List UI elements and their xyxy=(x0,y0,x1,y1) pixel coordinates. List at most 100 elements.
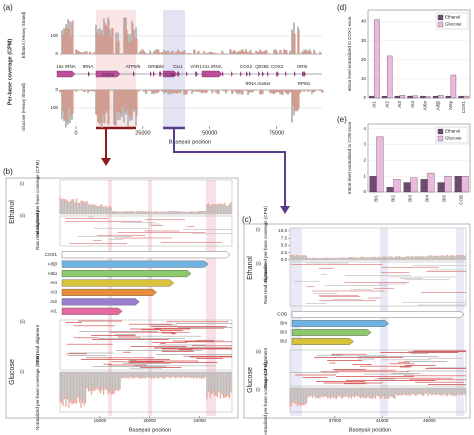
gene-tick xyxy=(222,71,224,77)
legend-swatch xyxy=(437,21,444,28)
bar xyxy=(369,95,375,99)
bar xyxy=(410,177,418,193)
panel-frame xyxy=(5,177,239,419)
bar xyxy=(427,172,435,193)
sub-label: (i) xyxy=(20,181,24,186)
gene-tick xyxy=(186,71,188,77)
bar xyxy=(369,176,377,193)
y-tick-label: 2.5 xyxy=(281,250,288,255)
bar xyxy=(393,179,401,193)
sub-label: (i) xyxy=(256,387,260,392)
gene-label: ORI2 xyxy=(148,64,159,69)
legend-label: Glucose xyxy=(445,22,462,27)
bar xyxy=(437,182,445,193)
bar xyxy=(374,19,380,99)
x-tick-label: BI5 xyxy=(442,195,447,202)
y-tick-label: 20 xyxy=(361,57,367,62)
x-tick-label: 24000 xyxy=(193,418,206,423)
gene-tick xyxy=(133,71,135,77)
strand-label: Glucose (Heavy Strand) xyxy=(21,82,26,131)
x-tick-label: AI5β xyxy=(435,101,440,111)
y-tick-label: 100 xyxy=(50,105,58,110)
gene-model xyxy=(291,329,372,336)
gene-label: Q0255 xyxy=(255,64,269,69)
coverage xyxy=(59,372,232,404)
coverage xyxy=(289,388,467,407)
strand-label: Ethanol (Heavy Strand) xyxy=(21,11,26,58)
plot-frame xyxy=(289,261,467,307)
gene-tick xyxy=(159,71,161,77)
sub-label: (i) xyxy=(256,227,260,232)
x-label: Basepair position xyxy=(349,427,391,433)
gene-tick xyxy=(303,71,305,77)
gene-tick xyxy=(262,71,264,77)
gene-label: tRNA xyxy=(83,64,94,69)
bar xyxy=(420,95,426,99)
legend-label: Glucose xyxy=(445,136,462,141)
x-tick-label: 16000 xyxy=(94,418,107,423)
gene-tick xyxy=(168,71,170,77)
x-tick-label: 0 xyxy=(75,130,78,136)
y-tick-label: 5.0 xyxy=(281,243,288,248)
y-tick-label: 7.5 xyxy=(281,235,288,240)
gene-tick xyxy=(258,71,260,77)
x-label: Basepair position xyxy=(169,139,211,145)
gene-label: COB xyxy=(165,72,175,77)
gene-row-label: AI5α xyxy=(48,271,58,276)
legend-frame xyxy=(435,126,469,144)
sub-label: (ii) xyxy=(256,261,261,266)
gene-model xyxy=(291,338,354,345)
gene-tick xyxy=(285,71,287,77)
condition: Glucose xyxy=(247,367,254,393)
x-tick-label: 41000 xyxy=(376,418,389,423)
sub-label: (ii) xyxy=(20,319,25,324)
gene-model xyxy=(291,320,390,327)
highlight xyxy=(108,180,112,416)
panel-label: (c) xyxy=(242,215,252,224)
gene-row-label: AI2 xyxy=(50,299,57,304)
x-tick-label: AI5γ xyxy=(448,100,453,110)
legend-swatch xyxy=(437,14,444,21)
y-tick-label: 40 xyxy=(361,19,367,24)
panel-label: (d) xyxy=(337,3,347,12)
x-tick-label: AI1 xyxy=(372,101,377,108)
x-tick-label: 75000 xyxy=(269,130,284,136)
gene-label: ATP8/6 xyxy=(126,64,141,69)
bar xyxy=(386,187,394,193)
y-label: Raw read alignment xyxy=(35,324,40,365)
y-label: Per-base coverage (CPM) xyxy=(7,39,13,105)
gene-tick xyxy=(276,71,278,77)
gene-label: COX3 xyxy=(271,64,284,69)
gene-label: VAR1 xyxy=(190,64,202,69)
x-tick-label: AI2 xyxy=(384,101,389,108)
coverage xyxy=(289,254,467,260)
y-tick-label: 1 xyxy=(363,173,366,178)
legend-swatch xyxy=(437,128,444,135)
bar xyxy=(425,96,431,99)
gene-label: OLI1 xyxy=(173,64,183,69)
bar xyxy=(444,176,452,193)
gene-tick xyxy=(231,71,233,77)
bar xyxy=(445,95,452,99)
bar xyxy=(432,95,439,99)
gene-tick xyxy=(150,71,152,77)
gene-row-label: COX1 xyxy=(45,252,58,257)
x-tick-label: AI5α xyxy=(423,101,428,111)
y-tick-label: 2 xyxy=(363,158,366,163)
bar xyxy=(399,94,406,99)
bar xyxy=(450,74,457,99)
bar xyxy=(437,94,444,99)
y-label: Normalized per-base coverage (CPM) xyxy=(35,160,40,236)
gene-tick xyxy=(153,71,155,77)
bar xyxy=(454,176,462,193)
y-tick-label: 10 xyxy=(361,76,367,81)
y-label: Intron level normalized to COB exon xyxy=(347,121,352,194)
coverage xyxy=(59,198,232,214)
gene xyxy=(56,70,76,78)
x-tick-label: COX1 xyxy=(461,101,466,114)
arrow-head xyxy=(101,158,111,166)
sub-label: (ii) xyxy=(256,349,261,354)
gene-row-label: BI4 xyxy=(280,321,287,326)
gene xyxy=(95,70,121,78)
